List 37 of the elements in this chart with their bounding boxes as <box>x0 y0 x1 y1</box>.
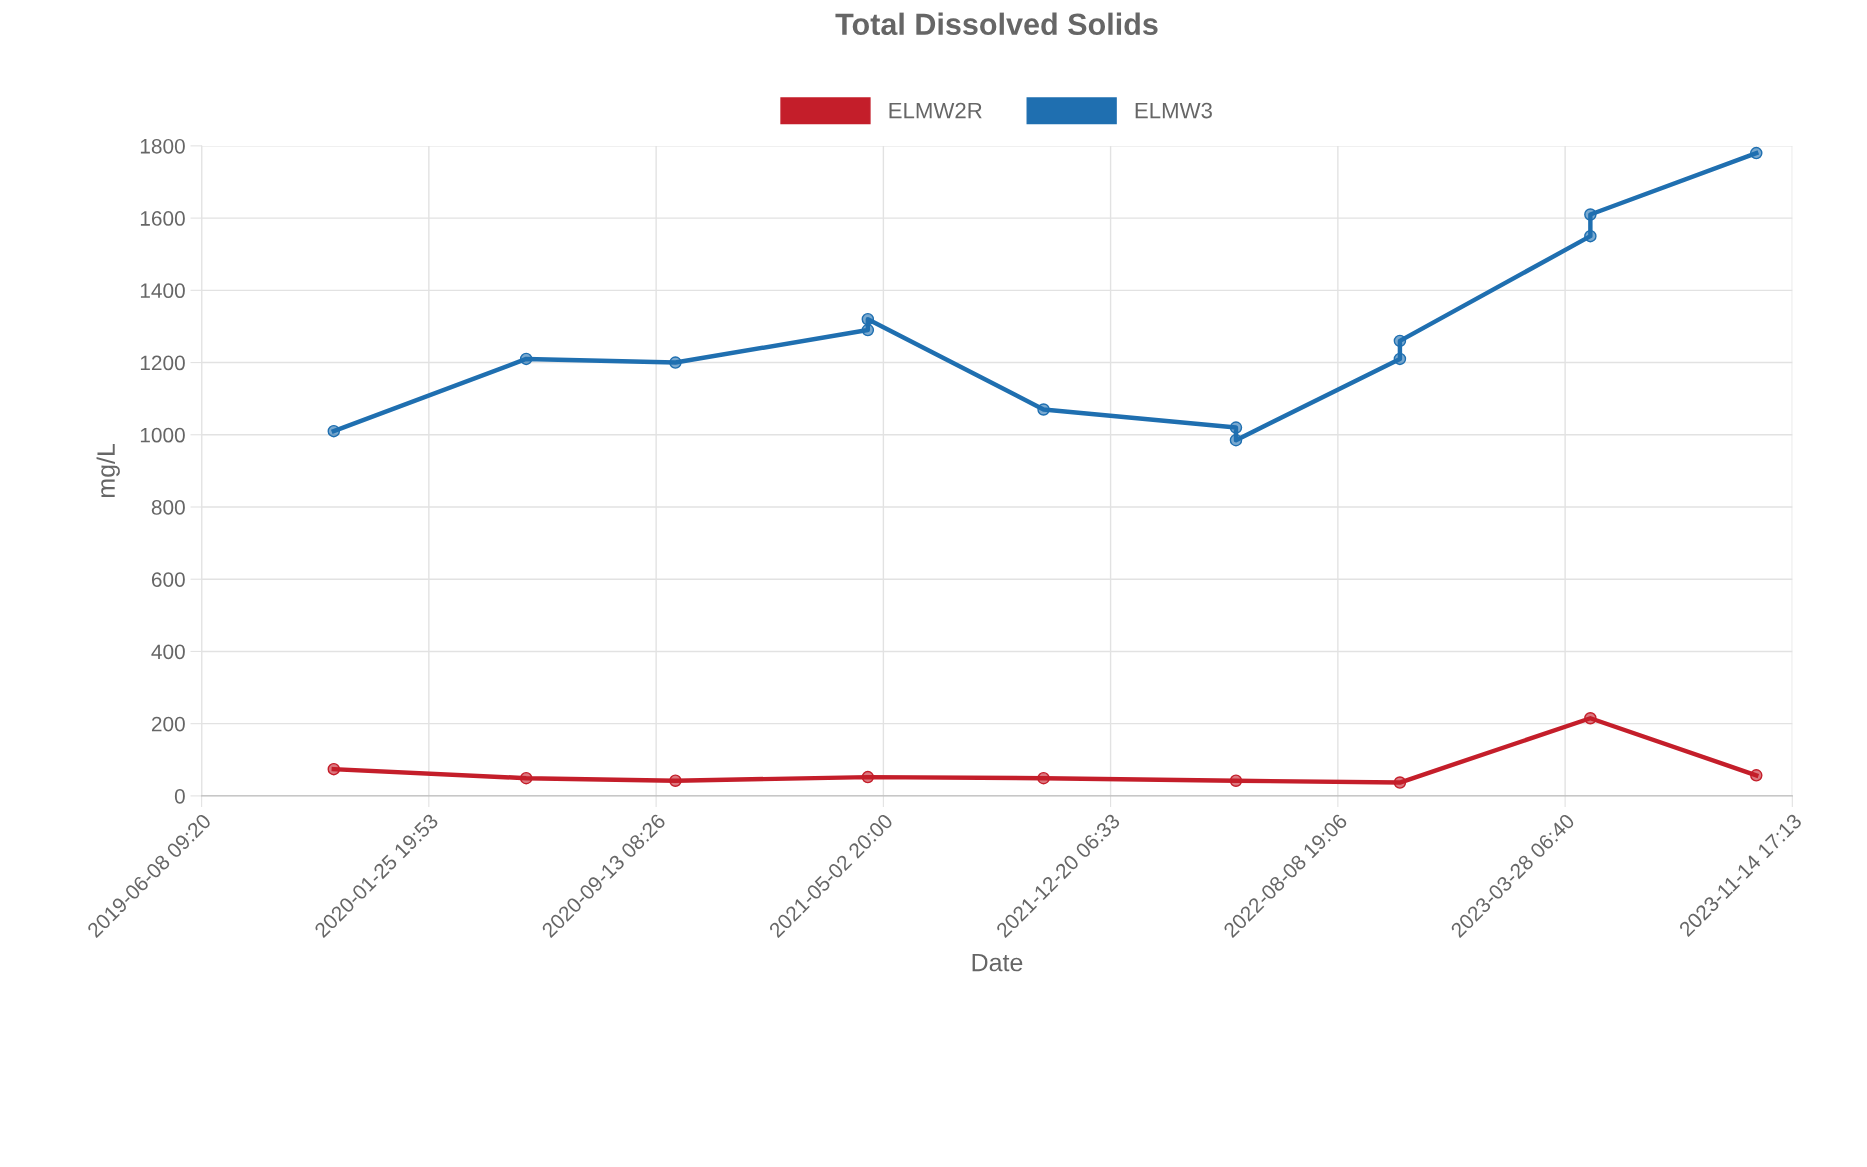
point <box>669 356 682 369</box>
point <box>861 323 875 337</box>
y-tick-label: 200 <box>151 716 185 732</box>
y-tick-label: 400 <box>151 644 185 660</box>
point <box>669 774 682 787</box>
chart-title: Total Dissolved Solids <box>835 12 1158 36</box>
point <box>1750 146 1763 160</box>
point <box>1393 352 1407 366</box>
point <box>861 770 875 784</box>
point <box>1584 229 1597 243</box>
y-tick-label: 1400 <box>140 283 185 299</box>
point <box>1584 208 1597 221</box>
point <box>519 771 533 785</box>
y-tick-label: 1000 <box>140 427 185 443</box>
point <box>1037 403 1050 416</box>
point <box>1037 771 1050 785</box>
x-axis-title: Date <box>972 953 1023 972</box>
point <box>1584 712 1597 725</box>
y-axis-title: mg/L <box>96 443 120 498</box>
point <box>327 424 341 438</box>
point <box>519 352 533 366</box>
y-tick-label: 1800 <box>140 138 185 154</box>
point <box>327 762 341 776</box>
point <box>1229 433 1243 447</box>
point <box>1393 334 1407 348</box>
y-tick-label: 600 <box>151 572 185 587</box>
legend-label: ELMW2R <box>889 102 982 119</box>
y-tick-label: 0 <box>174 788 185 804</box>
point <box>1229 774 1243 787</box>
y-tick-label: 1600 <box>140 211 185 226</box>
point <box>1750 769 1763 782</box>
y-tick-label: 1200 <box>140 355 185 371</box>
legend-label: ELMW3 <box>1135 102 1212 119</box>
point <box>861 312 875 326</box>
point <box>1393 776 1407 789</box>
point <box>1229 421 1243 434</box>
y-tick-label: 800 <box>151 500 185 515</box>
